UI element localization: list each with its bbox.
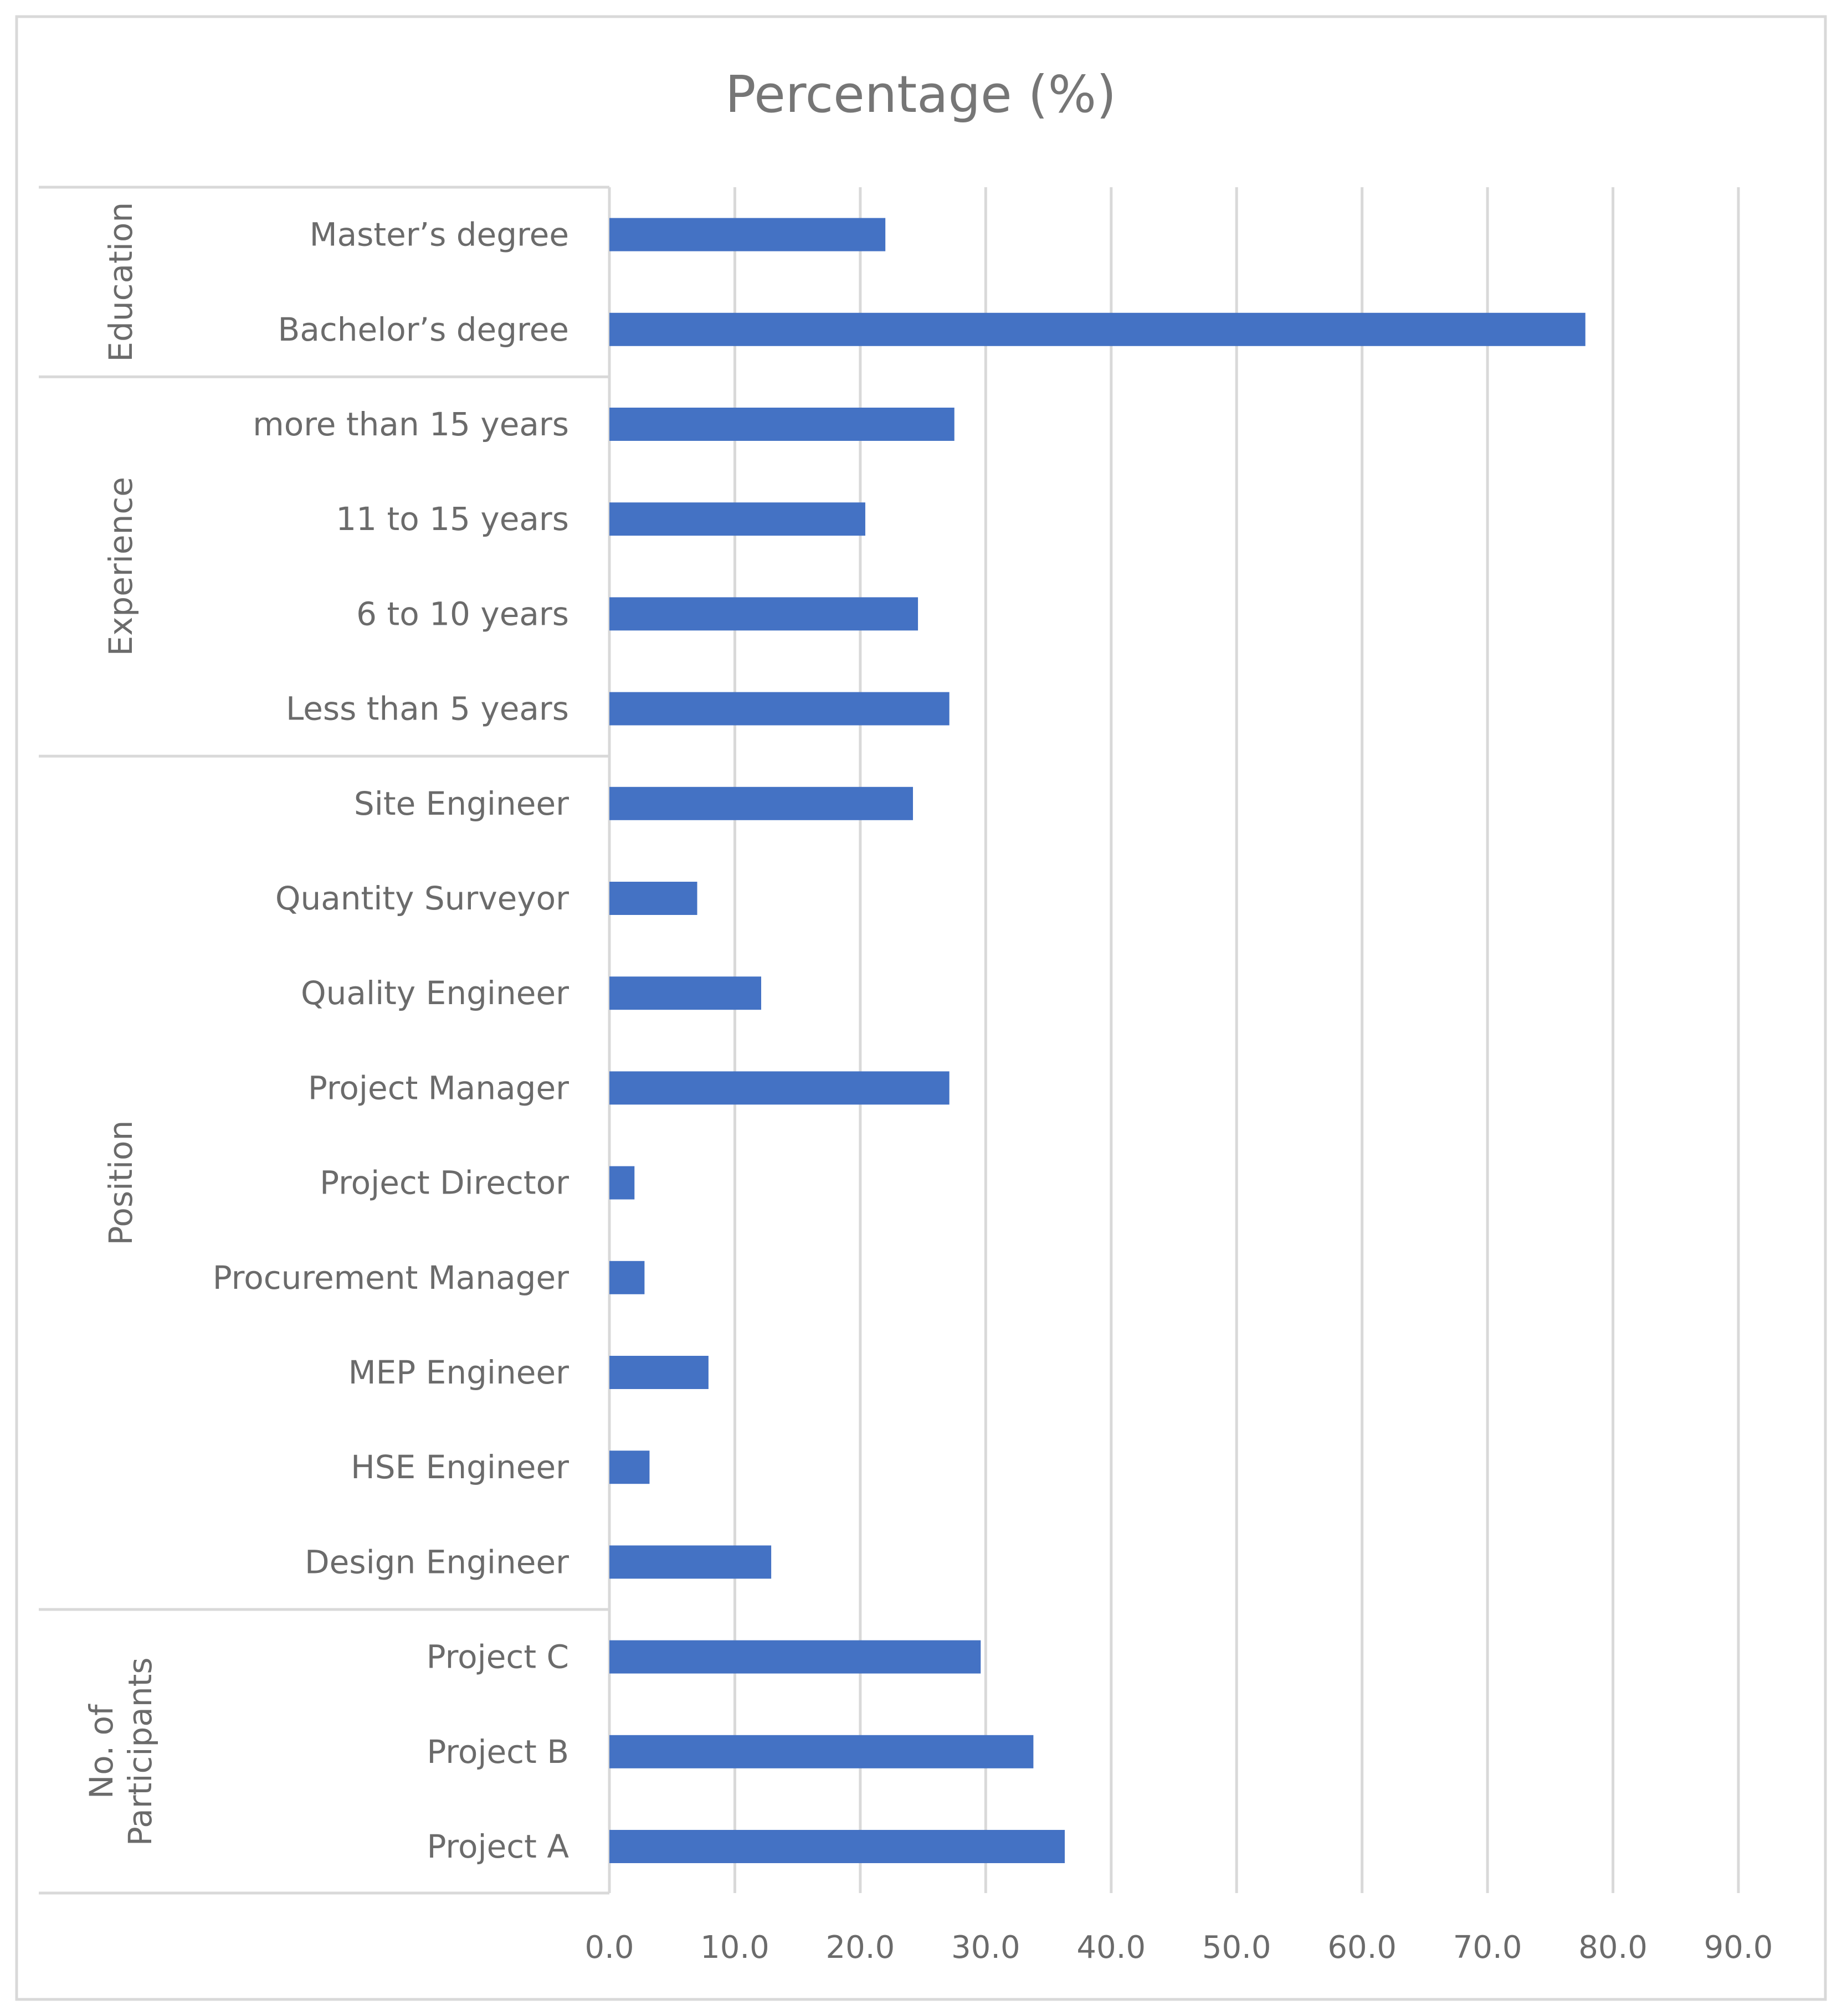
category-label: MEP Engineer	[348, 1354, 569, 1391]
category-label: 11 to 15 years	[336, 500, 569, 538]
category-label: Bachelor’s degree	[278, 311, 569, 348]
bar	[609, 1830, 1065, 1863]
group-label: Education	[102, 202, 140, 362]
gridlines	[608, 187, 1740, 1893]
category-label: Procurement Manager	[213, 1259, 569, 1297]
bar	[609, 1261, 645, 1294]
bar	[609, 218, 886, 251]
x-tick-label: 30.0	[951, 1930, 1020, 1966]
x-tick-label: 50.0	[1202, 1930, 1271, 1966]
category-label: Project Director	[320, 1164, 569, 1202]
category-label: more than 15 years	[253, 405, 569, 443]
category-label: Less than 5 years	[286, 690, 569, 728]
category-label: Project B	[427, 1733, 569, 1771]
category-label: 6 to 10 years	[356, 595, 569, 632]
bar	[609, 1356, 709, 1389]
category-label: Site Engineer	[354, 785, 569, 822]
chart-title: Percentage (%)	[725, 65, 1116, 124]
chart-frame	[15, 15, 1827, 2001]
bar	[609, 1735, 1034, 1768]
group-label-line: No. of	[83, 1704, 120, 1799]
category-label: Project C	[427, 1638, 569, 1676]
x-tick-label: 60.0	[1327, 1930, 1397, 1966]
bar	[609, 976, 761, 1010]
x-tick-label: 70.0	[1453, 1930, 1522, 1966]
x-tick-label: 20.0	[826, 1930, 895, 1966]
category-label: Project Manager	[308, 1069, 569, 1107]
category-labels: Master’s degree Bachelor’s degree more tha…	[213, 216, 569, 1865]
group-label: No. ofParticipants	[83, 1657, 159, 1846]
category-label: Design Engineer	[305, 1543, 569, 1581]
bar	[609, 1640, 981, 1674]
group-label: Experience	[102, 477, 140, 656]
bar	[609, 597, 919, 631]
bar	[609, 1166, 635, 1200]
x-tick-label: 10.0	[700, 1930, 769, 1966]
category-label: HSE Engineer	[351, 1448, 569, 1486]
x-axis-ticks: 0.0 10.0 20.0 30.0 40.0 50.0 60.0 70.0 80.0 90.0	[584, 1930, 1773, 1966]
bar	[609, 786, 913, 820]
bar	[609, 882, 697, 915]
x-tick-label: 80.0	[1578, 1930, 1648, 1966]
category-label: Master’s degree	[310, 216, 569, 254]
bar	[609, 1545, 772, 1579]
bar	[609, 1451, 650, 1484]
x-tick-label: 90.0	[1704, 1930, 1773, 1966]
category-label: Project A	[427, 1828, 569, 1865]
x-tick-label: 40.0	[1076, 1930, 1146, 1966]
bar	[609, 692, 950, 726]
group-label: Position	[102, 1120, 140, 1246]
category-label: Quality Engineer	[301, 974, 569, 1012]
group-labels: Education Experience Position No. ofPartici…	[39, 186, 609, 1895]
bar	[609, 312, 1586, 346]
category-label: Quantity Surveyor	[275, 880, 569, 917]
bar	[609, 1071, 950, 1105]
x-tick-label: 0.0	[584, 1930, 634, 1966]
group-label-line: Participants	[121, 1657, 159, 1846]
bars	[609, 218, 1586, 1863]
bar	[609, 502, 865, 536]
bar	[609, 408, 955, 441]
